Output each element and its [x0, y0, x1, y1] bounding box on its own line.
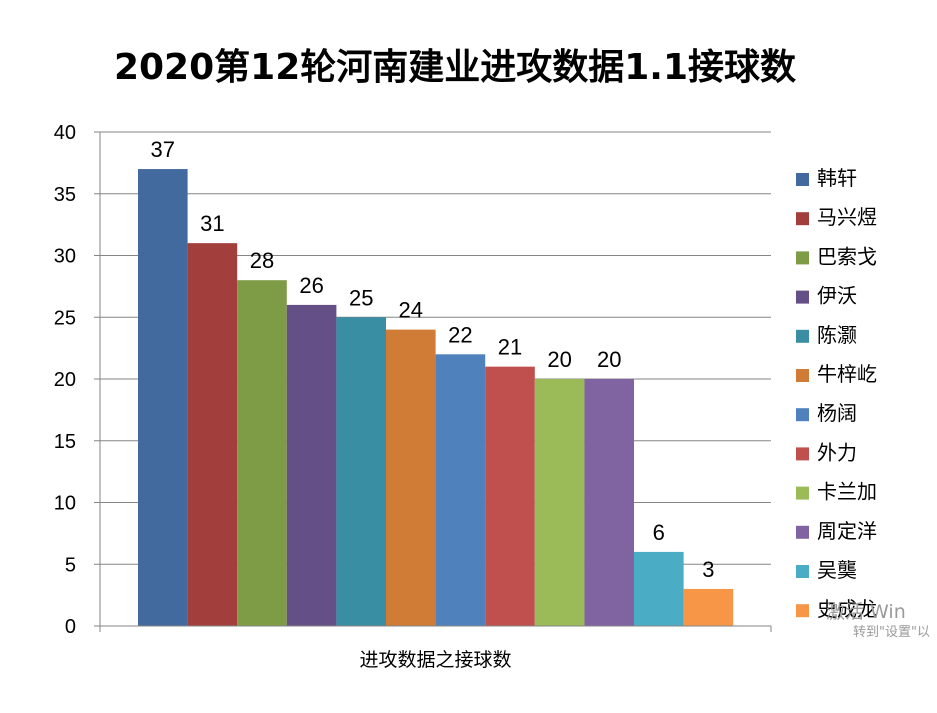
- y-tick-label: 30: [54, 246, 76, 268]
- y-tick-label: 10: [54, 493, 76, 515]
- legend-swatch: [796, 329, 809, 343]
- bar: [534, 379, 585, 626]
- data-label: 6: [653, 520, 665, 545]
- chart-title: 2020第12轮河南建业进攻数据1.1接球数: [113, 47, 797, 88]
- legend-swatch: [796, 173, 809, 186]
- bar: [187, 243, 238, 626]
- y-tick-label: 20: [54, 369, 76, 391]
- data-label: 37: [151, 137, 175, 162]
- legend-swatch: [796, 408, 809, 422]
- data-label: 3: [702, 557, 714, 582]
- activation-watermark: 激活 Win 转到"设置"以: [826, 600, 937, 642]
- bar: [584, 379, 634, 626]
- watermark-line-2: 转到"设置"以: [853, 625, 930, 640]
- data-label: 22: [448, 322, 472, 347]
- legend-label: 韩轩: [817, 166, 857, 190]
- bar: [138, 169, 188, 627]
- bar: [634, 551, 684, 626]
- y-tick-label: 25: [54, 307, 76, 329]
- data-label: 21: [498, 335, 522, 360]
- bar: [237, 280, 287, 626]
- bar: [435, 354, 486, 626]
- bar: [683, 588, 734, 626]
- legend-swatch: [796, 486, 809, 500]
- legend-label: 周定洋: [817, 519, 877, 543]
- y-tick-label: 0: [65, 616, 76, 638]
- legend-swatch: [796, 447, 809, 461]
- legend-label: 伊沃: [817, 284, 857, 308]
- legend-label: 马兴煜: [817, 205, 877, 229]
- legend-label: 杨阔: [817, 401, 857, 425]
- data-label: 20: [547, 347, 571, 372]
- legend-label: 外力: [817, 440, 857, 464]
- data-label: 25: [349, 285, 373, 310]
- legend-label: 陈灏: [817, 323, 857, 347]
- bar: [386, 329, 436, 626]
- data-label: 28: [250, 248, 274, 273]
- y-axis-ticks: 0 5 10 15 20 25 30 35 40: [54, 122, 772, 638]
- data-label: 24: [399, 298, 423, 323]
- legend-label: 牛梓屹: [817, 362, 877, 386]
- bar: [286, 304, 337, 626]
- legend-swatch: [796, 251, 809, 265]
- legend-swatch: [796, 565, 809, 578]
- data-label: 20: [597, 347, 621, 372]
- y-tick-label: 40: [54, 122, 76, 144]
- legend-label: 吴龑: [817, 558, 857, 582]
- y-tick-label: 15: [54, 431, 76, 453]
- x-axis-label: 进攻数据之接球数: [359, 649, 511, 671]
- y-tick-label: 35: [54, 184, 76, 206]
- legend-label: 卡兰加: [817, 480, 877, 504]
- data-label: 31: [200, 211, 224, 236]
- legend-swatch: [796, 290, 809, 304]
- legend-swatch: [796, 212, 809, 226]
- data-label: 26: [299, 273, 323, 298]
- data-labels: 37 31 28 26 25 24 22 21 20 20 6 3: [151, 137, 715, 582]
- bars: [138, 169, 734, 627]
- bar: [485, 366, 535, 626]
- bar: [336, 317, 386, 626]
- legend-label: 史成龙: [817, 597, 877, 621]
- legend-swatch: [796, 369, 809, 382]
- legend-swatch: [796, 525, 809, 539]
- legend-swatch: [796, 604, 809, 618]
- legend-label: 巴索戈: [817, 244, 877, 268]
- watermark-line-1: 激活 Win: [826, 601, 906, 623]
- y-tick-label: 5: [65, 554, 76, 576]
